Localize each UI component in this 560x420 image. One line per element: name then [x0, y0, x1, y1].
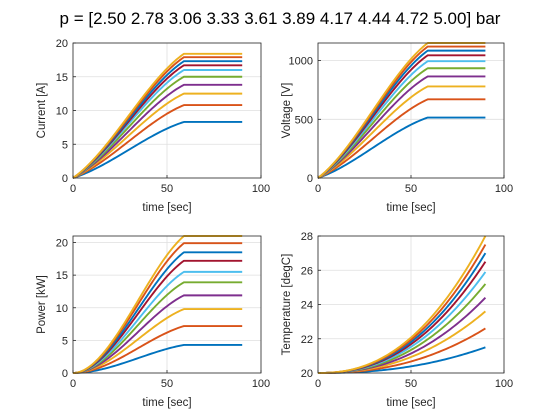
y-tick-label: 24	[301, 300, 313, 312]
x-tick-label: 50	[405, 378, 417, 390]
y-axis-label: Voltage [V]	[281, 83, 293, 139]
y-tick-label: 5	[62, 139, 68, 151]
y-axis-label: Power [kW]	[36, 275, 48, 334]
x-tick-label: 50	[161, 378, 173, 390]
series-line-1	[72, 121, 243, 179]
series-line-3	[317, 85, 486, 179]
figure-title: p = [2.50 2.78 3.06 3.33 3.61 3.89 4.17 …	[59, 9, 501, 28]
x-tick-label: 0	[70, 183, 76, 195]
series-line-2	[72, 104, 243, 179]
series-line-4	[72, 83, 243, 179]
series-line-10	[72, 52, 243, 179]
x-tick-label: 100	[252, 378, 270, 390]
y-tick-label: 500	[295, 114, 313, 126]
series-line-1	[317, 116, 486, 179]
x-tick-label: 50	[405, 183, 417, 195]
x-axis-label: time [sec]	[142, 397, 191, 409]
y-tick-label: 5	[62, 335, 68, 347]
y-tick-label: 20	[301, 368, 313, 380]
series-line-4	[317, 75, 486, 179]
series-line-2	[72, 325, 243, 374]
y-tick-label: 10	[56, 303, 68, 315]
y-tick-label: 26	[301, 265, 313, 277]
y-tick-label: 0	[62, 368, 68, 380]
series-line-4	[72, 294, 243, 374]
series-line-2	[317, 98, 486, 179]
x-tick-label: 50	[161, 183, 173, 195]
y-tick-label: 28	[301, 231, 313, 243]
y-tick-label: 0	[62, 173, 68, 185]
y-tick-label: 22	[301, 334, 313, 346]
x-axis-label: time [sec]	[142, 202, 191, 214]
series-line-6	[72, 270, 243, 374]
x-tick-label: 0	[315, 183, 321, 195]
x-axis-label: time [sec]	[386, 202, 435, 214]
y-tick-label: 15	[56, 270, 68, 282]
series-line-3	[72, 92, 243, 179]
y-tick-label: 1000	[289, 56, 313, 68]
series-line-5	[317, 67, 486, 179]
series-line-10	[318, 235, 487, 374]
series-line-1	[72, 344, 243, 374]
subplot-4: 0 50 100 20 22 24 26 28 time [sec] Temperature [d…	[281, 231, 513, 409]
y-axis-label: Current [A]	[36, 83, 48, 139]
x-axis-label: time [sec]	[386, 397, 435, 409]
x-tick-label: 100	[495, 378, 513, 390]
y-tick-label: 15	[56, 72, 68, 84]
y-tick-label: 20	[56, 238, 68, 250]
y-tick-label: 20	[56, 38, 68, 50]
x-tick-label: 100	[495, 183, 513, 195]
series-line-3	[72, 308, 243, 374]
subplot-1: 0 50 100 0 5 10 15 20 time [sec] Current [A]	[36, 38, 270, 214]
y-tick-label: 0	[307, 173, 313, 185]
x-tick-label: 0	[315, 378, 321, 390]
series-line-5	[72, 281, 243, 374]
y-axis-label: Temperature [degC]	[281, 254, 293, 356]
x-tick-label: 100	[252, 183, 270, 195]
y-tick-label: 10	[56, 106, 68, 118]
series-line-5	[72, 75, 243, 179]
subplot-3: 0 50 100 0 5 10 15 20 time [sec] Power [kW]	[36, 235, 270, 409]
x-tick-label: 0	[70, 378, 76, 390]
